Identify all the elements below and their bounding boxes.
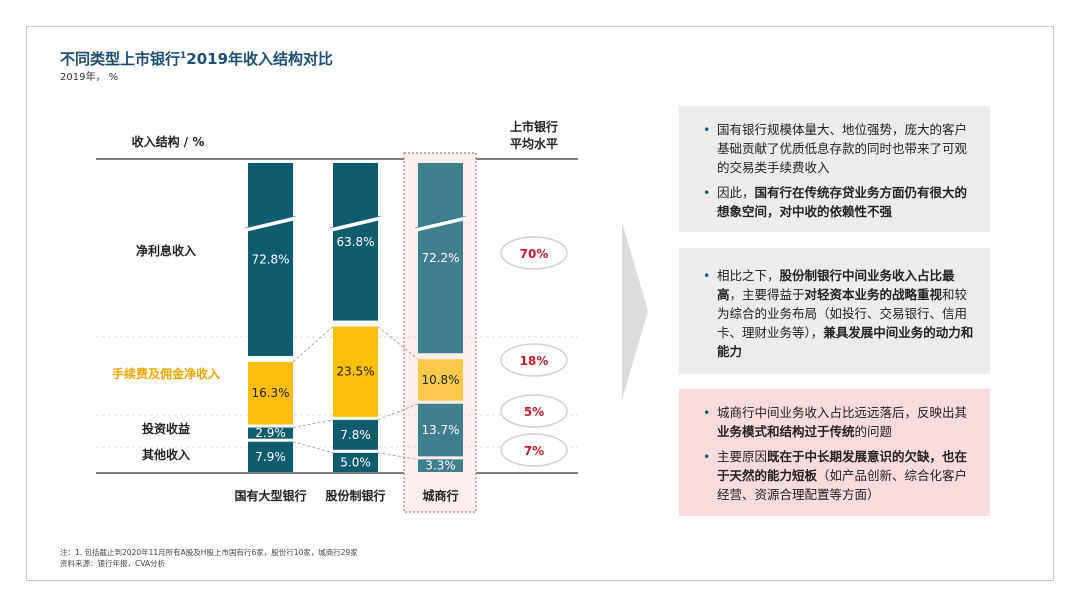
insight-box-state-banks: 国有银行规模体量大、地位强势，庞大的客户基础贡献了优质低息存款的同时也带来了可观… bbox=[679, 106, 990, 232]
bar-segment bbox=[248, 427, 293, 439]
page-title: 不同类型上市银行12019年收入结构对比 bbox=[60, 50, 334, 68]
bar-segment bbox=[248, 361, 293, 425]
avg-header-line1: 上市银行 bbox=[510, 119, 558, 134]
avg-oval bbox=[500, 236, 568, 270]
bar-segment bbox=[333, 452, 378, 472]
data-label: 72.8% bbox=[251, 252, 289, 266]
data-label: 7.8% bbox=[340, 428, 371, 442]
series-label: 其他收入 bbox=[142, 447, 190, 462]
avg-oval bbox=[500, 433, 568, 467]
connector-line bbox=[292, 441, 334, 454]
data-label: 63.8% bbox=[336, 235, 374, 249]
avg-value: 5% bbox=[524, 405, 544, 419]
data-label: 23.5% bbox=[336, 365, 374, 379]
connector-line bbox=[377, 326, 419, 360]
axis-break-line bbox=[329, 215, 382, 229]
insight-box-joint-stock-banks: 相比之下，股份制银行中间业务收入占比最高，主要得益于对轻资本业务的战略重视和较为… bbox=[679, 248, 990, 374]
page-subtitle: 2019年， % bbox=[60, 72, 119, 83]
avg-oval bbox=[500, 394, 568, 428]
slide-frame bbox=[26, 26, 1054, 581]
category-label: 国有大型银行 bbox=[234, 488, 306, 503]
source-note: 资料来源：银行年报，CVA分析 bbox=[60, 559, 166, 568]
connector-line bbox=[377, 403, 419, 421]
bar-segment bbox=[418, 163, 463, 354]
bar-segment bbox=[333, 419, 378, 450]
series-label: 净利息收入 bbox=[136, 243, 196, 258]
avg-value: 70% bbox=[520, 247, 549, 261]
avg-value: 7% bbox=[524, 444, 544, 458]
data-label: 3.3% bbox=[425, 459, 456, 473]
bar-segment bbox=[418, 459, 463, 472]
insight-point: 城商行中间业务收入占比远远落后，反映出其业务模式和结构过于传统的问题 bbox=[703, 403, 978, 441]
data-label: 7.9% bbox=[255, 450, 286, 464]
avg-value: 18% bbox=[520, 354, 549, 368]
insight-point: 主要原因既在于中长期发展意识的欠缺，也在于天然的能力短板（如产品创新、综合化客户… bbox=[703, 447, 978, 504]
data-label: 16.3% bbox=[251, 386, 289, 400]
data-label: 10.8% bbox=[421, 373, 459, 387]
connector-line bbox=[292, 326, 334, 363]
category-label: 城商行 bbox=[422, 488, 458, 503]
bar-segment bbox=[418, 359, 463, 401]
axis-break-line bbox=[244, 215, 297, 229]
footnote: 注：1. 包括截止到2020年11月所有A股及H股上市国有行6家，股份行10家，… bbox=[60, 548, 358, 557]
connector-line bbox=[292, 419, 334, 428]
footnotes: 注：1. 包括截止到2020年11月所有A股及H股上市国有行6家，股份行10家，… bbox=[60, 547, 358, 569]
insight-point: 相比之下，股份制银行中间业务收入占比最高，主要得益于对轻资本业务的战略重视和较为… bbox=[703, 266, 978, 361]
insight-point: 国有银行规模体量大、地位强势，庞大的客户基础贡献了优质低息存款的同时也带来了可观… bbox=[703, 120, 978, 177]
data-label: 5.0% bbox=[340, 455, 371, 469]
axis-break-line bbox=[414, 215, 467, 229]
bar-segment bbox=[248, 441, 293, 472]
data-label: 13.7% bbox=[421, 423, 459, 437]
data-label: 2.9% bbox=[255, 426, 286, 440]
y-axis-header: 收入结构 / % bbox=[132, 134, 205, 149]
chevron-arrow-icon bbox=[622, 222, 648, 400]
axis-break bbox=[245, 216, 296, 232]
avg-oval bbox=[500, 343, 568, 377]
bar-segment bbox=[418, 403, 463, 457]
insight-point: 因此，国有行在传统存贷业务方面仍有很大的想象空间，对中收的依赖性不强 bbox=[703, 183, 978, 221]
data-label: 72.2% bbox=[421, 251, 459, 265]
series-label: 投资收益 bbox=[142, 421, 190, 436]
axis-break bbox=[330, 216, 381, 232]
insight-box-city-banks: 城商行中间业务收入占比远远落后，反映出其业务模式和结构过于传统的问题 主要原因既… bbox=[679, 389, 990, 516]
series-label: 手续费及佣金净收入 bbox=[112, 366, 220, 381]
axis-break bbox=[415, 216, 466, 232]
category-label: 股份制银行 bbox=[325, 488, 385, 503]
connector-line bbox=[377, 452, 419, 460]
bar-segment bbox=[333, 163, 378, 321]
bar-segment bbox=[248, 163, 293, 356]
bar-segment bbox=[333, 326, 378, 417]
avg-header-line2: 平均水平 bbox=[510, 136, 558, 151]
